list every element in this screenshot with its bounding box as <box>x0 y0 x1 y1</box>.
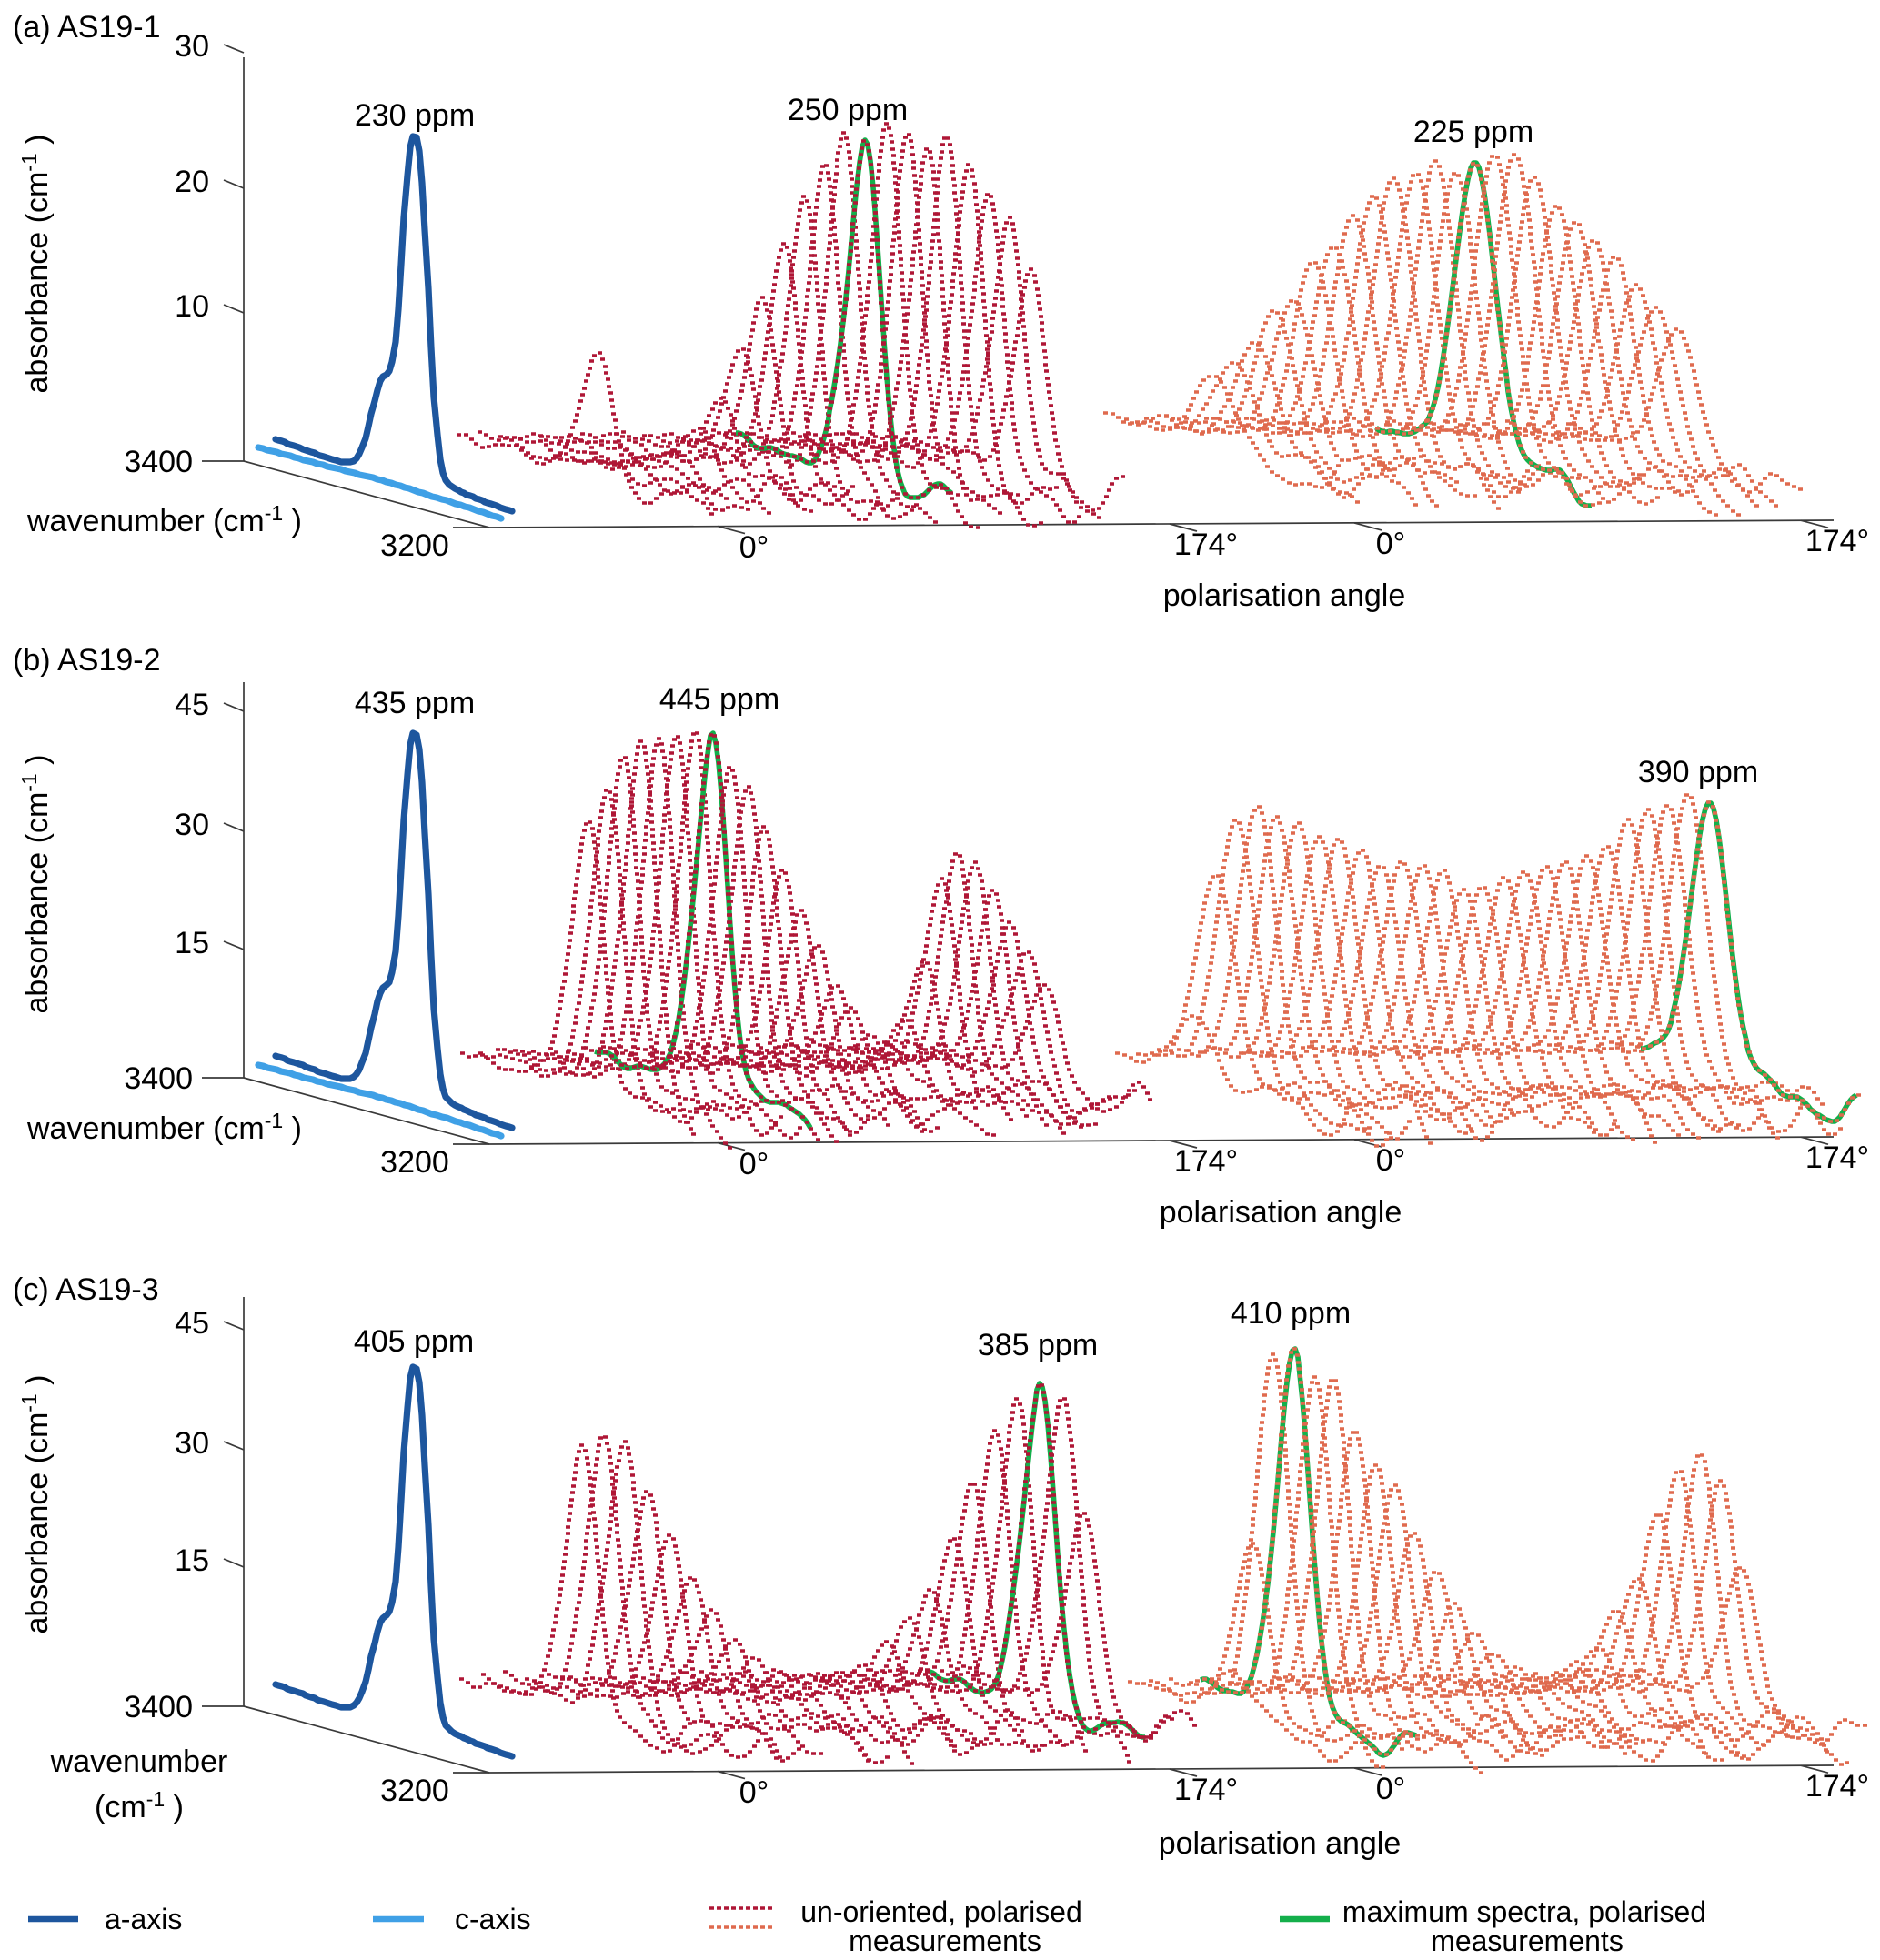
svg-text:0°: 0° <box>739 1775 769 1810</box>
svg-text:0°: 0° <box>739 530 769 565</box>
svg-text:15: 15 <box>175 1543 209 1578</box>
svg-text:390 ppm: 390 ppm <box>1638 755 1758 789</box>
svg-text:(b) AS19-2: (b) AS19-2 <box>13 643 161 678</box>
svg-text:un-oriented, polarised: un-oriented, polarised <box>800 1895 1082 1928</box>
svg-text:174°: 174° <box>1174 528 1238 562</box>
svg-text:230 ppm: 230 ppm <box>355 98 475 133</box>
svg-text:c-axis: c-axis <box>455 1903 531 1935</box>
svg-text:wavenumber: wavenumber <box>50 1744 228 1779</box>
svg-text:(cm-1 ): (cm-1 ) <box>95 1787 184 1824</box>
svg-text:20: 20 <box>175 165 209 199</box>
svg-text:410 ppm: 410 ppm <box>1231 1296 1351 1331</box>
svg-text:30: 30 <box>175 29 209 64</box>
svg-text:435 ppm: 435 ppm <box>355 686 475 720</box>
svg-text:measurements: measurements <box>849 1925 1041 1957</box>
svg-text:wavenumber (cm-1 ): wavenumber (cm-1 ) <box>26 501 302 538</box>
svg-text:405 ppm: 405 ppm <box>354 1324 474 1359</box>
svg-text:3400: 3400 <box>124 445 193 479</box>
svg-text:a-axis: a-axis <box>105 1903 182 1935</box>
svg-text:3400: 3400 <box>124 1061 193 1096</box>
svg-text:polarisation angle: polarisation angle <box>1163 578 1406 613</box>
svg-text:wavenumber (cm-1 ): wavenumber (cm-1 ) <box>26 1109 302 1146</box>
svg-text:30: 30 <box>175 1426 209 1461</box>
svg-text:45: 45 <box>175 1306 209 1341</box>
svg-text:45: 45 <box>175 688 209 722</box>
svg-text:174°: 174° <box>1805 524 1869 558</box>
svg-text:10: 10 <box>175 289 209 324</box>
svg-text:30: 30 <box>175 808 209 842</box>
svg-text:174°: 174° <box>1174 1144 1238 1179</box>
svg-text:3200: 3200 <box>380 1774 449 1808</box>
svg-text:(c) AS19-3: (c) AS19-3 <box>13 1272 159 1307</box>
svg-text:absorbance (cm-1 ): absorbance (cm-1 ) <box>17 1374 55 1633</box>
svg-text:0°: 0° <box>739 1147 769 1181</box>
svg-text:3200: 3200 <box>380 1145 449 1180</box>
svg-text:174°: 174° <box>1805 1769 1869 1804</box>
svg-text:385 ppm: 385 ppm <box>978 1328 1098 1362</box>
svg-text:0°: 0° <box>1376 1772 1406 1806</box>
svg-text:250 ppm: 250 ppm <box>788 93 908 127</box>
svg-text:absorbance (cm-1 ): absorbance (cm-1 ) <box>17 754 55 1013</box>
svg-text:0°: 0° <box>1376 527 1406 561</box>
svg-text:174°: 174° <box>1805 1141 1869 1175</box>
svg-text:polarisation angle: polarisation angle <box>1159 1826 1402 1861</box>
svg-text:3400: 3400 <box>124 1690 193 1724</box>
svg-text:174°: 174° <box>1174 1773 1238 1807</box>
svg-text:445 ppm: 445 ppm <box>659 682 779 717</box>
svg-text:measurements: measurements <box>1431 1925 1624 1957</box>
svg-text:maximum spectra, polarised: maximum spectra, polarised <box>1342 1895 1706 1928</box>
svg-text:0°: 0° <box>1376 1143 1406 1178</box>
svg-text:polarisation angle: polarisation angle <box>1160 1195 1402 1230</box>
svg-text:15: 15 <box>175 926 209 960</box>
svg-text:absorbance (cm-1 ): absorbance (cm-1 ) <box>17 134 55 393</box>
svg-text:225 ppm: 225 ppm <box>1413 115 1533 149</box>
svg-text:3200: 3200 <box>380 528 449 563</box>
svg-text:(a) AS19-1: (a) AS19-1 <box>13 10 161 45</box>
